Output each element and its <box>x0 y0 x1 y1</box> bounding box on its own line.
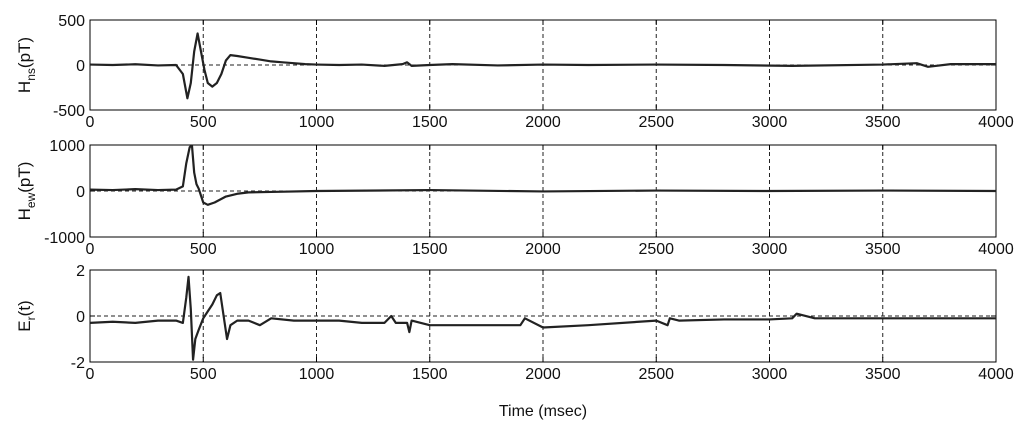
panel-1: 0 500 1000 1500 2000 2500 3000 3500 40005000-500… <box>15 13 1014 131</box>
x-tick-label: 1000 <box>299 114 335 131</box>
x-tick-label: 4000 <box>978 241 1014 258</box>
y-tick-label: 2 <box>76 263 85 280</box>
x-tick-label: 3000 <box>752 366 788 383</box>
x-tick-label: 2500 <box>638 241 674 258</box>
x-tick-label: 1000 <box>299 241 335 258</box>
x-tick-label: 0 <box>86 366 95 383</box>
x-tick-label: 2000 <box>525 241 561 258</box>
x-axis-label: Time (msec) <box>499 403 587 420</box>
x-tick-label: 2500 <box>638 114 674 131</box>
x-tick-label: 4000 <box>978 366 1014 383</box>
panel-2: 0 500 1000 1500 2000 2500 3000 3500 400010000-10… <box>15 138 1014 258</box>
y-axis-label-unit: (pT) <box>15 37 34 68</box>
x-tick-label: 0 <box>86 241 95 258</box>
y-axis-label-main: H <box>15 81 34 93</box>
y-axis-label-sub: ns <box>24 68 38 81</box>
series-line <box>90 275 996 361</box>
series-line <box>90 32 996 100</box>
x-tick-label: 500 <box>190 241 217 258</box>
y-tick-label: -500 <box>53 103 85 120</box>
y-axis-label: Er(t) <box>15 300 38 331</box>
y-axis-label: Hew(pT) <box>15 162 38 221</box>
x-tick-label: 3500 <box>865 114 901 131</box>
x-tick-label: 0 <box>86 114 95 131</box>
y-tick-label: 0 <box>76 309 85 326</box>
series-line <box>90 145 996 206</box>
y-axis-label-sub: ew <box>24 192 38 208</box>
y-tick-label: 0 <box>76 184 85 201</box>
x-tick-label: 4000 <box>978 114 1014 131</box>
y-axis-label-unit: (pT) <box>15 162 34 193</box>
x-tick-label: 3500 <box>865 366 901 383</box>
panel-3: 0 500 1000 1500 2000 2500 3000 3500 400020-2Er(t… <box>15 263 1014 383</box>
y-tick-label: -1000 <box>44 230 85 247</box>
x-tick-label: 2500 <box>638 366 674 383</box>
x-tick-label: 1000 <box>299 366 335 383</box>
x-tick-label: 1500 <box>412 241 448 258</box>
x-tick-label: 3000 <box>752 114 788 131</box>
y-tick-label: 1000 <box>49 138 85 155</box>
x-tick-label: 2000 <box>525 114 561 131</box>
x-tick-label: 2000 <box>525 366 561 383</box>
x-tick-label: 1500 <box>412 366 448 383</box>
x-tick-label: 500 <box>190 114 217 131</box>
x-tick-label: 1500 <box>412 114 448 131</box>
y-tick-label: 0 <box>76 58 85 75</box>
y-axis-label-main: H <box>15 208 34 220</box>
y-axis-label-main: E <box>15 320 34 331</box>
y-tick-label: -2 <box>71 355 85 372</box>
y-axis-label-sub: r <box>24 316 38 320</box>
x-tick-label: 3000 <box>752 241 788 258</box>
x-tick-label: 500 <box>190 366 217 383</box>
x-tick-label: 3500 <box>865 241 901 258</box>
y-axis-label-unit: (t) <box>15 300 34 316</box>
y-axis-label: Hns(pT) <box>15 37 38 93</box>
y-tick-label: 500 <box>58 13 85 30</box>
